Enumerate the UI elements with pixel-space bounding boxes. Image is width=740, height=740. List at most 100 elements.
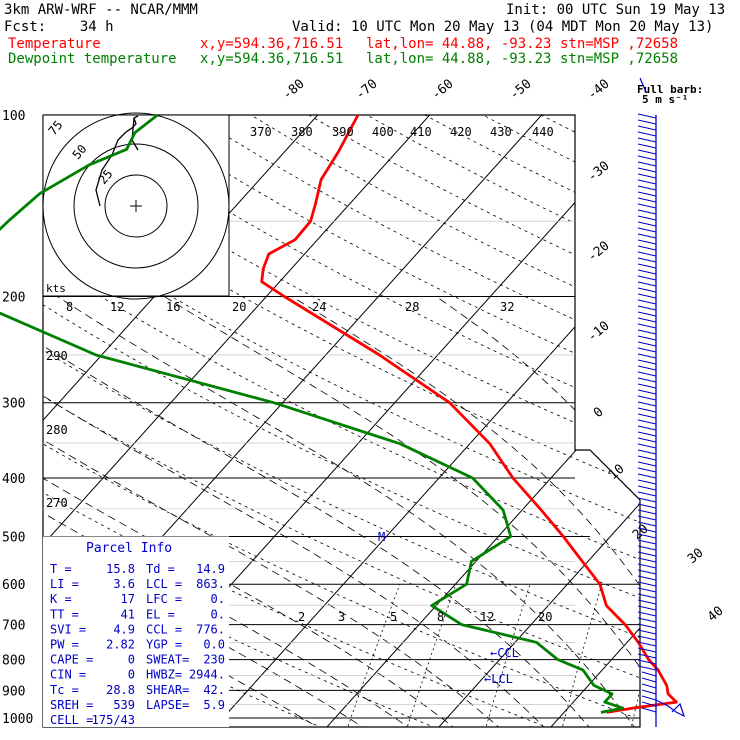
wind-barb [637, 623, 657, 629]
wind-barb [637, 221, 657, 227]
hodograph-scale-label: 32 [500, 300, 514, 314]
wind-barb [637, 227, 657, 233]
wind-barb [637, 281, 657, 287]
theta-label: 400 [372, 125, 394, 139]
moist-adiabat-line [291, 296, 640, 727]
ccl-marker: ←CCL [490, 646, 519, 660]
parcel-info-key: CAPE = [50, 653, 93, 667]
parcel-info-key: SHEAR= [146, 683, 189, 697]
wind-barb [637, 197, 657, 203]
isotherm-top-label: -60 [429, 76, 457, 103]
parcel-info-value: 5.9 [203, 698, 225, 712]
parcel-info-value: 3.6 [113, 577, 135, 591]
parcel-info-key: TT = [50, 607, 79, 621]
wind-barb [637, 317, 657, 323]
wind-barb [637, 305, 657, 311]
dry-adiabat-line [488, 115, 640, 727]
parcel-info-key: HWBZ= [146, 668, 182, 682]
mixing-ratio-label: 3 [338, 610, 345, 624]
wind-barb [637, 521, 657, 527]
pressure-tick-label: 400 [2, 472, 25, 487]
isotherm-line [435, 115, 640, 727]
barb-legend-unit: 5 m s⁻¹ [642, 93, 688, 106]
wind-barb [637, 461, 657, 467]
parcel-info-value: 2944. [189, 668, 225, 682]
wind-barb [637, 155, 657, 161]
isotherm-right-label: 10 [606, 462, 628, 484]
isotherm-line [43, 115, 343, 727]
hodograph-scale-label: 16 [166, 300, 180, 314]
isotherm-right-label: 40 [705, 604, 727, 626]
wind-barb [637, 287, 657, 293]
dewpoint-station: stn=MSP ,72658 [560, 51, 679, 67]
surface-wind-barb [655, 699, 686, 718]
wind-barb [637, 605, 657, 611]
wind-barb [637, 251, 657, 257]
wind-barb [637, 329, 657, 335]
parcel-info-key: CCL = [146, 622, 182, 636]
wind-barb [637, 353, 657, 359]
isotherm-top-label: -50 [507, 76, 535, 103]
moist-adiabat-line [43, 296, 503, 727]
parcel-info-value: 4.9 [113, 622, 135, 636]
hodograph-ring [104, 174, 168, 238]
pressure-tick-label: 900 [2, 684, 25, 699]
dry-adiabat-line [43, 115, 640, 727]
wind-barb [637, 593, 657, 599]
wind-barb [637, 437, 657, 443]
parcel-info-key: PW = [50, 638, 79, 652]
hodograph-ring [73, 143, 199, 269]
wind-barb [637, 383, 657, 389]
parcel-info-value: 2.82 [106, 638, 135, 652]
wind-barb [637, 557, 657, 563]
wind-barb [637, 269, 657, 275]
pressure-tick-label: 300 [2, 397, 25, 412]
parcel-info-key: K = [50, 592, 72, 606]
wind-barb [637, 401, 657, 407]
parcel-info-title: Parcel Info [86, 541, 172, 556]
pressure-tick-label: 800 [2, 654, 25, 669]
wind-barb [637, 503, 657, 509]
parcel-info-value: 17 [121, 592, 135, 606]
wind-barb [637, 449, 657, 455]
dewpoint-legend-label: Dewpoint temperature [8, 51, 177, 67]
theta-left-label: 270 [46, 496, 68, 510]
pressure-tick-label: 100 [2, 109, 25, 124]
wind-barb [637, 323, 657, 329]
wind-barb [637, 455, 657, 461]
moist-adiabat-line [43, 296, 548, 727]
hodograph-scale-label: 24 [312, 300, 326, 314]
isotherm-right-label: 30 [685, 546, 707, 568]
dewpoint-xy: x,y=594.36,716.51 [200, 51, 344, 67]
wind-barb [637, 581, 657, 587]
parcel-info-value: 0 [128, 653, 135, 667]
parcel-info-value: 230 [203, 653, 225, 667]
parcel-info-key: CIN = [50, 668, 86, 682]
parcel-info-value: 0.0 [203, 638, 225, 652]
wind-barb [637, 641, 657, 647]
wind-barb [637, 569, 657, 575]
wind-barb [637, 545, 657, 551]
theta-label: 420 [450, 125, 472, 139]
wind-barb [637, 491, 657, 497]
wind-barb [637, 167, 657, 173]
wind-barb [637, 635, 657, 641]
wind-barb [637, 203, 657, 209]
parcel-info-box [43, 536, 229, 727]
valid-time: Valid: 10 UTC Mon 20 May 13 (04 MDT Mon … [292, 19, 714, 35]
wind-barb [637, 485, 657, 491]
hodograph-scale-label: 20 [232, 300, 246, 314]
wind-barb [637, 335, 657, 341]
wind-barb [637, 215, 657, 221]
parcel-info-value: 0 [128, 668, 135, 682]
moist-adiabat-line [435, 296, 640, 727]
dry-adiabat-line [43, 115, 330, 727]
temperature-latlon: lat,lon= 44.88, -93.23 [366, 36, 552, 52]
wind-barb [637, 233, 657, 239]
wind-barb [637, 293, 657, 299]
wind-barb [641, 677, 657, 683]
parcel-info-key: Tc = [50, 683, 79, 697]
wind-barb [637, 509, 657, 515]
wind-barb [637, 239, 657, 245]
